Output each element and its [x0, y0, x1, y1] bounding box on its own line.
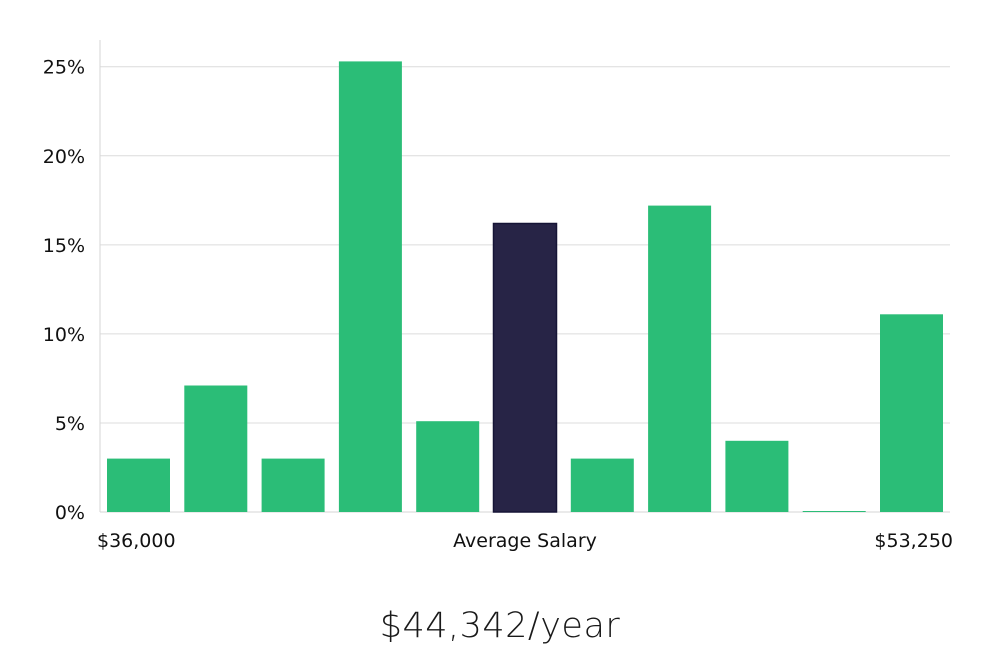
- y-tick-label: 20%: [43, 146, 85, 168]
- x-axis-title: Average Salary: [453, 530, 597, 552]
- histogram-bar: [184, 385, 248, 512]
- histogram-bar: [880, 314, 943, 512]
- salary-histogram-chart: 0%5%10%15%20%25% $36,000 Average Salary …: [43, 40, 953, 552]
- y-tick-label: 25%: [43, 57, 85, 79]
- histogram-bar: [416, 421, 480, 512]
- y-tick-label: 15%: [43, 235, 85, 257]
- y-tick-label: 5%: [55, 413, 85, 435]
- histogram-bar: [570, 458, 634, 512]
- histogram-bar: [725, 440, 789, 512]
- y-tick-label: 10%: [43, 324, 85, 346]
- y-axis-tick-labels: 0% 5% 10% 15% 20% 25%: [43, 57, 85, 524]
- histogram-bar: [648, 205, 712, 512]
- histogram-bars: [107, 61, 943, 513]
- x-axis-min-label: $36,000: [97, 530, 176, 552]
- histogram-bar: [338, 61, 402, 513]
- y-tick-label: 0%: [55, 502, 85, 524]
- histogram-bar-highlighted: [492, 222, 558, 513]
- x-axis-max-label: $53,250: [874, 530, 953, 552]
- histogram-bar: [107, 458, 170, 512]
- histogram-bar: [261, 458, 325, 512]
- average-salary-value: $44,342/year: [379, 606, 621, 646]
- histogram-bar: [802, 511, 866, 512]
